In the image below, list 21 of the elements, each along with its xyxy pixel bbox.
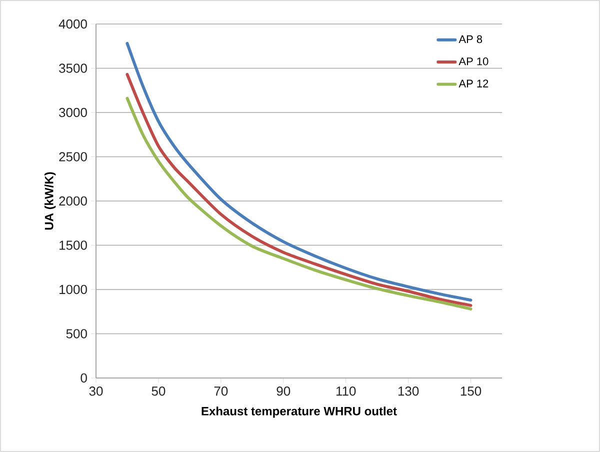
y-tick-label: 1500 <box>60 240 87 250</box>
legend-label: AP 10 <box>458 57 488 66</box>
y-tick-label: 4000 <box>58 19 87 29</box>
y-tick-label: 500 <box>66 329 87 338</box>
y-tick-label: 1000 <box>60 284 87 294</box>
y-tick-label: 2500 <box>59 152 87 162</box>
x-tick-label: 30 <box>89 386 103 396</box>
x-tick-label: 70 <box>214 386 228 396</box>
x-tick-label: 90 <box>276 386 290 396</box>
legend-label: AP 8 <box>458 35 482 44</box>
y-axis-title: UA (kW/K) <box>44 172 56 230</box>
y-tick-label: 3000 <box>59 108 87 118</box>
y-tick-label: 2000 <box>59 196 87 206</box>
y-tick-label: 3500 <box>59 64 87 73</box>
x-tick-label: 50 <box>152 386 166 396</box>
x-axis-title: Exhaust temperature WHRU outlet <box>202 406 397 418</box>
y-tick-label: 0 <box>80 373 87 383</box>
legend-label: AP 12 <box>458 80 488 88</box>
x-tick-label: 150 <box>460 386 482 396</box>
x-tick-label: 130 <box>398 386 419 396</box>
x-tick-label: 110 <box>336 386 356 396</box>
